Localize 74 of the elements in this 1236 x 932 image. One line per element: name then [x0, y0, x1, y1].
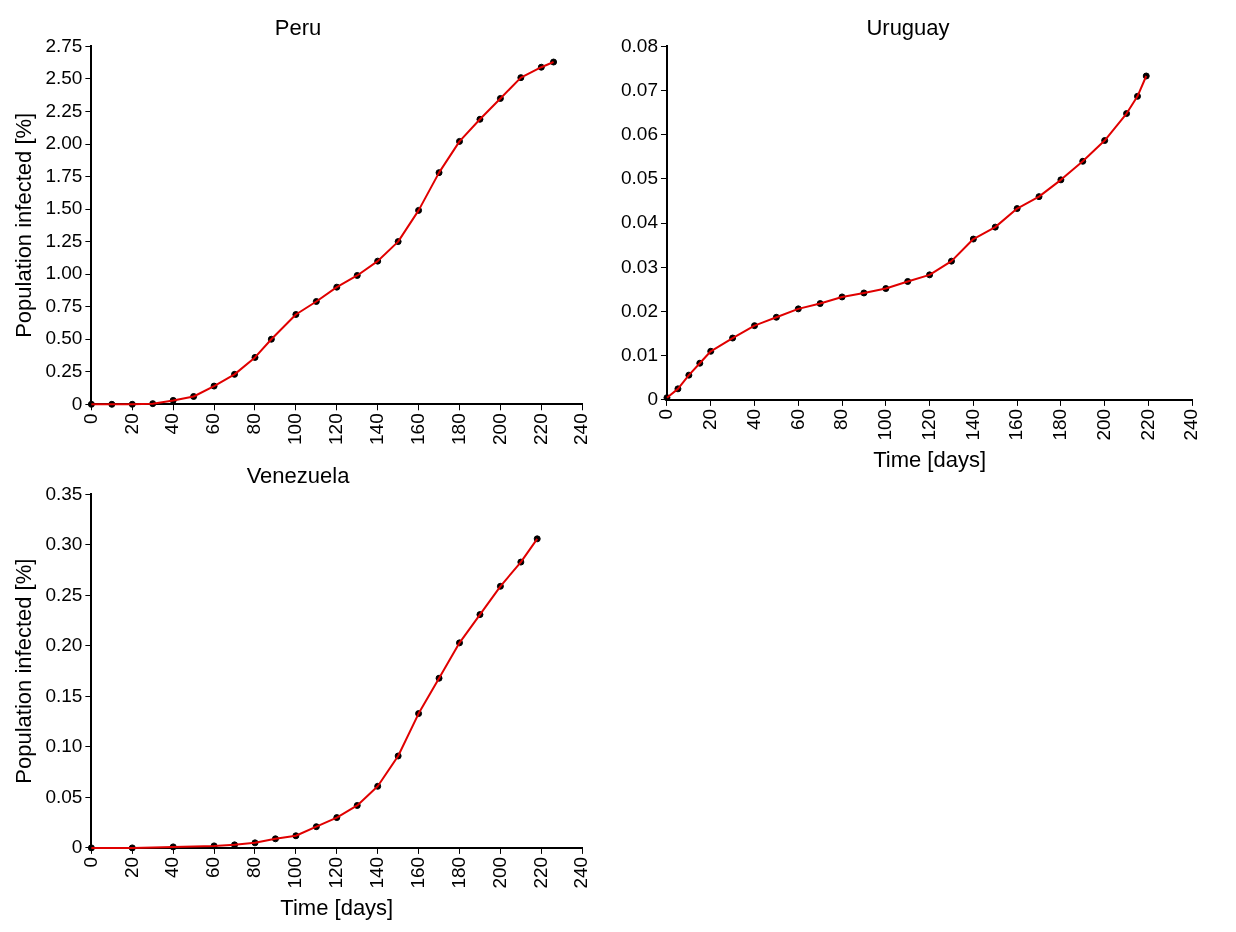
- x-tick-label: 80: [243, 413, 265, 435]
- x-tick-label: 40: [161, 413, 183, 435]
- x-tick-label: 180: [447, 856, 469, 889]
- x-tick-label: 0: [79, 413, 101, 424]
- x-tick-label: 200: [488, 856, 510, 889]
- y-tick-label: 1.75: [45, 164, 83, 186]
- y-tick-label: 0.02: [621, 299, 658, 321]
- x-tick-label: 0: [79, 856, 101, 868]
- y-tick-label: 0.07: [621, 78, 658, 100]
- y-tick-label: 0: [647, 388, 658, 410]
- x-tick-label: 240: [570, 856, 592, 889]
- x-tick-label: 220: [529, 413, 551, 445]
- x-tick-label: 80: [243, 856, 265, 879]
- y-tick-label: 0.35: [45, 482, 83, 504]
- x-tick-label: 60: [786, 408, 808, 431]
- y-axis-title: Population infected [%]: [11, 112, 37, 338]
- x-tick-label: 160: [406, 413, 428, 445]
- chart-title: Peru: [274, 15, 322, 41]
- x-tick-label: 80: [830, 408, 852, 431]
- x-tick-label: 240: [1180, 408, 1202, 441]
- x-tick-label: 120: [325, 413, 347, 445]
- y-tick-label: 0.01: [621, 343, 658, 365]
- x-tick-label: 100: [284, 413, 306, 445]
- x-tick-label: 220: [529, 856, 551, 889]
- x-tick-label: 160: [406, 856, 428, 889]
- y-tick-label: 2.75: [45, 34, 83, 56]
- y-tick-label: 0.75: [45, 294, 83, 316]
- x-tick-label: 20: [698, 408, 720, 431]
- x-tick-label: 20: [120, 413, 142, 435]
- x-axis-title: Time [days]: [873, 446, 987, 472]
- x-tick-label: 100: [874, 408, 896, 441]
- y-tick-label: 2.00: [45, 132, 83, 154]
- x-axis-title: Time [days]: [280, 894, 394, 920]
- x-tick-label: 140: [365, 856, 387, 889]
- y-tick-label: 0.05: [621, 167, 658, 189]
- y-tick-label: 0: [71, 836, 83, 858]
- y-tick-label: 0.30: [45, 533, 83, 555]
- x-tick-label: 40: [161, 856, 183, 879]
- y-tick-label: 0.20: [45, 634, 83, 656]
- y-tick-label: 0.25: [45, 583, 83, 605]
- y-tick-label: 0.04: [621, 211, 659, 233]
- y-tick-label: 2.50: [45, 67, 83, 89]
- y-tick-label: 0.05: [45, 785, 83, 807]
- x-tick-label: 180: [447, 413, 469, 445]
- y-axis-title: Population infected [%]: [11, 558, 37, 784]
- x-tick-label: 160: [1005, 408, 1027, 441]
- x-tick-label: 100: [284, 856, 306, 889]
- x-tick-label: 200: [488, 413, 510, 445]
- x-tick-label: 60: [202, 856, 224, 879]
- y-tick-label: 0.10: [45, 735, 83, 757]
- chart-title: Venezuela: [246, 463, 351, 489]
- y-tick-label: 1.50: [45, 197, 83, 219]
- y-tick-label: 0.25: [45, 360, 83, 381]
- x-tick-label: 140: [961, 408, 983, 441]
- x-tick-label: 180: [1049, 408, 1071, 441]
- x-tick-label: 40: [742, 408, 764, 431]
- y-tick-label: 0.06: [621, 123, 658, 145]
- x-tick-label: 60: [202, 413, 224, 435]
- x-tick-label: 140: [365, 413, 387, 445]
- y-tick-label: 0.50: [45, 327, 83, 349]
- y-tick-label: 0.15: [45, 684, 83, 706]
- y-tick-label: 0.03: [621, 255, 658, 277]
- y-tick-label: 1.00: [45, 262, 83, 284]
- y-tick-label: 2.25: [45, 99, 83, 121]
- x-tick-label: 120: [325, 856, 347, 889]
- x-tick-label: 0: [655, 408, 677, 420]
- x-tick-label: 240: [570, 413, 592, 445]
- x-tick-label: 120: [917, 408, 939, 441]
- x-tick-label: 200: [1092, 408, 1114, 441]
- chart-title: Uruguay: [866, 15, 950, 41]
- x-tick-label: 20: [120, 856, 142, 879]
- y-tick-label: 1.25: [45, 229, 83, 251]
- y-tick-label: 0.08: [621, 34, 658, 56]
- x-tick-label: 220: [1136, 408, 1158, 441]
